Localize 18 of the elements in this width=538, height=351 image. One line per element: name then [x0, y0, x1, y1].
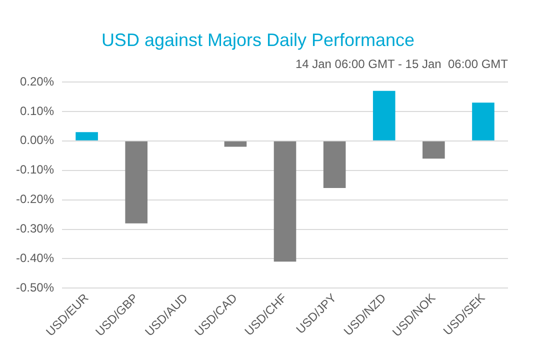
y-tick-label: -0.10%	[16, 162, 54, 177]
bar	[472, 102, 494, 140]
y-tick-label: 0.00%	[20, 133, 54, 148]
bar	[125, 141, 148, 224]
chart-subtitle: 14 Jan 06:00 GMT - 15 Jan 06:00 GMT	[295, 57, 509, 72]
bar	[422, 141, 445, 159]
y-tick-label: -0.40%	[16, 251, 54, 266]
bar	[323, 141, 346, 188]
y-tick-label: -0.50%	[16, 280, 54, 294]
bar	[274, 141, 296, 262]
y-tick-label: 0.10%	[20, 104, 54, 118]
bar	[372, 90, 396, 140]
y-tick-label: 0.20%	[20, 74, 54, 88]
y-tick-label: -0.20%	[16, 192, 54, 206]
chart-title: USD against Majors Daily Performance	[101, 30, 415, 50]
y-tick-label: -0.30%	[16, 222, 54, 236]
bar	[76, 132, 98, 140]
bar	[224, 141, 247, 147]
